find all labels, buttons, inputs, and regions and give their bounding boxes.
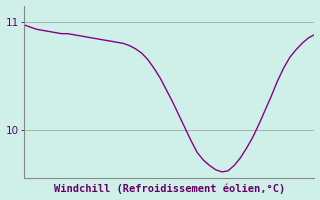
X-axis label: Windchill (Refroidissement éolien,°C): Windchill (Refroidissement éolien,°C) [54,184,285,194]
